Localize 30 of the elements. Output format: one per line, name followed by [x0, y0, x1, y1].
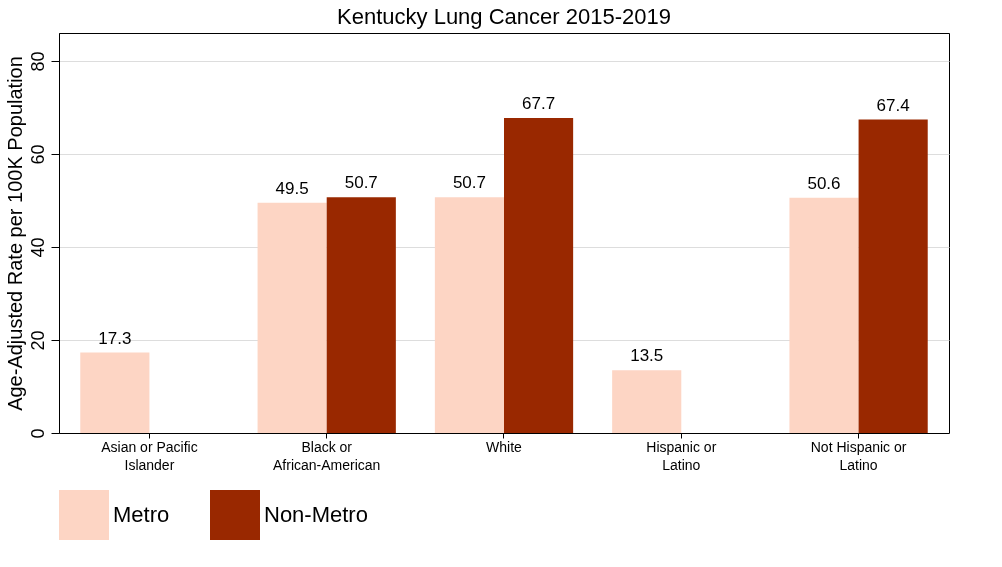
x-tick-label: White: [486, 438, 523, 455]
x-tick-label: Not Hispanic or Latino: [810, 438, 907, 473]
bar: [858, 119, 928, 433]
legend-label: Metro: [113, 502, 170, 527]
bar: [326, 197, 396, 433]
data-label: 13.5: [630, 346, 664, 366]
x-tick-label: Hispanic or Latino: [646, 438, 717, 473]
y-tick-label: 20: [27, 330, 48, 351]
x-tick-label: Asian or Pacific Islander: [101, 438, 198, 473]
bar: [504, 118, 574, 433]
data-label: 67.7: [522, 94, 556, 114]
bar: [257, 202, 327, 433]
data-label: 67.4: [876, 95, 910, 115]
data-label: 50.7: [452, 173, 486, 193]
data-label: 50.7: [344, 173, 378, 193]
bar: [80, 352, 150, 433]
y-axis-title: Age-Adjusted Rate per 100K Population: [3, 56, 26, 411]
data-label: 50.6: [807, 173, 841, 193]
y-tick-label: 60: [27, 144, 48, 165]
bar: [612, 370, 682, 433]
y-tick-label: 0: [27, 428, 48, 439]
bar: [789, 197, 859, 433]
y-tick-label: 80: [27, 51, 48, 72]
legend-label: Non-Metro: [264, 502, 368, 527]
data-label: 17.3: [98, 328, 132, 348]
y-tick-label: 40: [27, 237, 48, 258]
data-label: 49.5: [275, 178, 309, 198]
bar: [434, 197, 504, 433]
x-tick-label: Black or African-American: [273, 438, 381, 473]
chart-title: Kentucky Lung Cancer 2015-2019: [337, 4, 671, 29]
